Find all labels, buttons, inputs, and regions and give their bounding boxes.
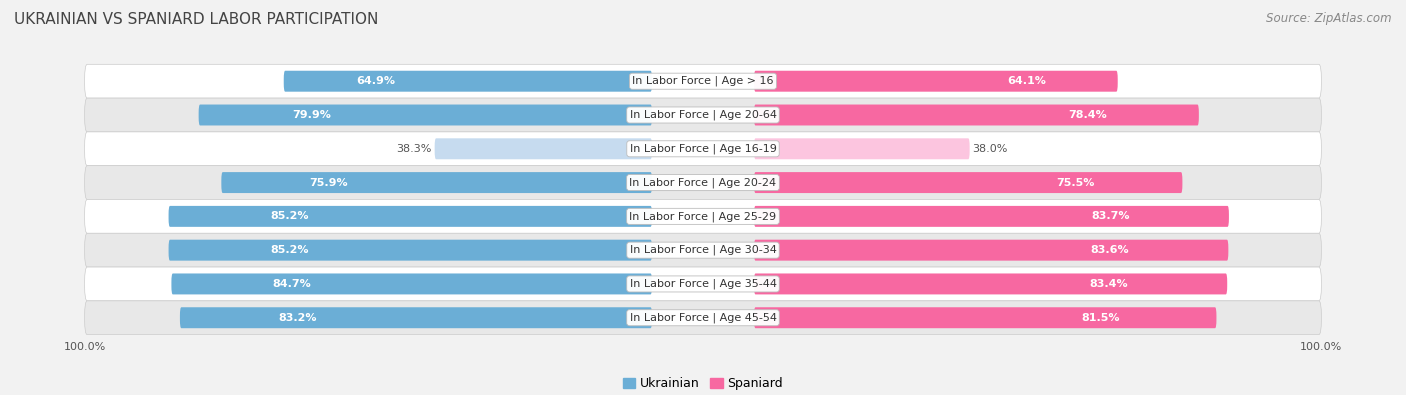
Text: UKRAINIAN VS SPANIARD LABOR PARTICIPATION: UKRAINIAN VS SPANIARD LABOR PARTICIPATIO… — [14, 12, 378, 27]
FancyBboxPatch shape — [221, 172, 652, 193]
FancyBboxPatch shape — [84, 267, 1322, 301]
FancyBboxPatch shape — [754, 206, 1229, 227]
Text: 79.9%: 79.9% — [292, 110, 332, 120]
FancyBboxPatch shape — [754, 240, 1229, 261]
Text: 38.3%: 38.3% — [396, 144, 432, 154]
Text: In Labor Force | Age 20-64: In Labor Force | Age 20-64 — [630, 110, 776, 120]
Text: In Labor Force | Age 25-29: In Labor Force | Age 25-29 — [630, 211, 776, 222]
Text: 64.1%: 64.1% — [1007, 76, 1046, 86]
FancyBboxPatch shape — [84, 233, 1322, 267]
FancyBboxPatch shape — [169, 206, 652, 227]
FancyBboxPatch shape — [754, 307, 1216, 328]
Text: In Labor Force | Age 30-34: In Labor Force | Age 30-34 — [630, 245, 776, 256]
Text: In Labor Force | Age 35-44: In Labor Force | Age 35-44 — [630, 279, 776, 289]
FancyBboxPatch shape — [754, 71, 1118, 92]
FancyBboxPatch shape — [169, 240, 652, 261]
FancyBboxPatch shape — [172, 273, 652, 294]
FancyBboxPatch shape — [180, 307, 652, 328]
Text: Source: ZipAtlas.com: Source: ZipAtlas.com — [1267, 12, 1392, 25]
Text: 84.7%: 84.7% — [273, 279, 311, 289]
FancyBboxPatch shape — [84, 199, 1322, 233]
Text: 85.2%: 85.2% — [270, 245, 309, 255]
FancyBboxPatch shape — [754, 172, 1182, 193]
FancyBboxPatch shape — [84, 132, 1322, 166]
Text: 83.7%: 83.7% — [1091, 211, 1129, 221]
Text: 75.5%: 75.5% — [1056, 178, 1094, 188]
Text: 38.0%: 38.0% — [973, 144, 1008, 154]
FancyBboxPatch shape — [84, 166, 1322, 199]
Text: 75.9%: 75.9% — [309, 178, 349, 188]
FancyBboxPatch shape — [84, 64, 1322, 98]
Text: 85.2%: 85.2% — [270, 211, 309, 221]
Text: 78.4%: 78.4% — [1069, 110, 1107, 120]
FancyBboxPatch shape — [754, 273, 1227, 294]
Text: 64.9%: 64.9% — [356, 76, 395, 86]
FancyBboxPatch shape — [754, 105, 1199, 126]
Text: 83.4%: 83.4% — [1090, 279, 1128, 289]
FancyBboxPatch shape — [84, 301, 1322, 335]
Text: In Labor Force | Age > 16: In Labor Force | Age > 16 — [633, 76, 773, 87]
Legend: Ukrainian, Spaniard: Ukrainian, Spaniard — [617, 372, 789, 395]
Text: In Labor Force | Age 20-24: In Labor Force | Age 20-24 — [630, 177, 776, 188]
FancyBboxPatch shape — [284, 71, 652, 92]
FancyBboxPatch shape — [434, 138, 652, 159]
Text: 81.5%: 81.5% — [1081, 313, 1121, 323]
FancyBboxPatch shape — [754, 138, 970, 159]
Text: In Labor Force | Age 45-54: In Labor Force | Age 45-54 — [630, 312, 776, 323]
FancyBboxPatch shape — [84, 98, 1322, 132]
FancyBboxPatch shape — [198, 105, 652, 126]
Text: 83.2%: 83.2% — [278, 313, 318, 323]
Text: 83.6%: 83.6% — [1091, 245, 1129, 255]
Text: In Labor Force | Age 16-19: In Labor Force | Age 16-19 — [630, 143, 776, 154]
